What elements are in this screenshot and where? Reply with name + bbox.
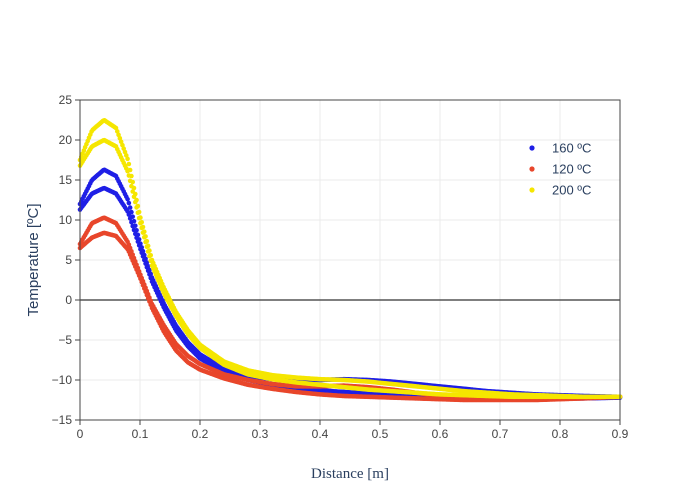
legend-item-1[interactable]: 120 ºC [529, 162, 591, 177]
data-point [132, 231, 138, 237]
data-point [130, 189, 136, 194]
data-point [125, 156, 130, 162]
data-point [126, 173, 132, 178]
x-tick-label: 0.4 [312, 427, 329, 441]
y-tick-label: −10 [52, 373, 73, 387]
data-point [131, 194, 137, 200]
y-tick-label: 15 [59, 173, 73, 187]
legend[interactable]: 160 ºC 120 ºC 200 ºC [529, 141, 591, 198]
legend-item-0[interactable]: 160 ºC [529, 141, 591, 156]
legend-marker [529, 187, 535, 193]
legend-marker [529, 166, 535, 172]
data-point [141, 235, 147, 240]
x-tick-label: 0.8 [552, 427, 569, 441]
data-point [148, 275, 154, 281]
x-tick-labels: 0 0.1 0.2 0.3 0.4 0.5 0.6 0.7 0.8 0.9 [77, 420, 629, 441]
data-point [139, 250, 145, 256]
y-tick-label: 0 [65, 293, 72, 307]
data-point [127, 205, 133, 210]
data-point [138, 220, 143, 226]
x-tick-label: 0 [77, 427, 84, 441]
legend-label: 120 ºC [552, 162, 591, 177]
y-tick-labels: −15 −10 −5 0 5 10 15 20 25 [52, 93, 80, 427]
data-point [126, 212, 132, 217]
x-tick-label: 0.6 [432, 427, 449, 441]
data-point [148, 258, 154, 264]
y-tick-label: 5 [65, 253, 72, 267]
data-point [139, 225, 145, 231]
data-point [134, 235, 139, 241]
legend-label: 200 ºC [552, 183, 591, 198]
data-point [136, 243, 142, 248]
data-point [143, 239, 148, 245]
data-point [145, 268, 151, 274]
data-point [126, 200, 132, 206]
data-point [147, 272, 152, 277]
data-point [136, 215, 142, 221]
data-point [126, 161, 132, 167]
x-tick-label: 0.5 [372, 427, 389, 441]
data-point [125, 168, 130, 174]
data-point [144, 264, 150, 270]
data-point [129, 183, 134, 189]
x-axis-title: Distance [m] [311, 466, 389, 482]
data-point [132, 199, 138, 205]
data-point [143, 261, 148, 266]
data-point [138, 246, 143, 252]
legend-label: 160 ºC [552, 141, 591, 156]
x-tick-label: 0.7 [492, 427, 509, 441]
data-point [147, 253, 152, 259]
data-point [140, 230, 146, 235]
data-point [135, 239, 141, 244]
y-tick-label: −15 [52, 413, 73, 427]
y-axis-title: Temperature [ºC] [25, 203, 42, 316]
data-point [141, 257, 147, 263]
y-tick-label: 10 [59, 213, 73, 227]
data-points [77, 117, 623, 403]
data-point [135, 210, 141, 216]
data-point [131, 227, 137, 233]
y-tick-label: −5 [58, 333, 72, 347]
legend-item-2[interactable]: 200 ºC [529, 183, 591, 198]
x-tick-label: 0.1 [132, 427, 149, 441]
data-point [144, 244, 150, 250]
data-point [140, 254, 146, 259]
y-tick-label: 25 [59, 93, 73, 107]
data-point [130, 223, 136, 229]
data-point [145, 249, 151, 254]
data-point [129, 219, 134, 225]
legend-marker [529, 145, 535, 151]
y-tick-label: 20 [59, 133, 73, 147]
x-tick-label: 0.3 [252, 427, 269, 441]
x-tick-label: 0.9 [612, 427, 629, 441]
data-point [127, 216, 133, 221]
x-tick-label: 0.2 [192, 427, 209, 441]
data-point [125, 196, 130, 202]
data-point [134, 205, 139, 210]
data-point [127, 178, 133, 184]
